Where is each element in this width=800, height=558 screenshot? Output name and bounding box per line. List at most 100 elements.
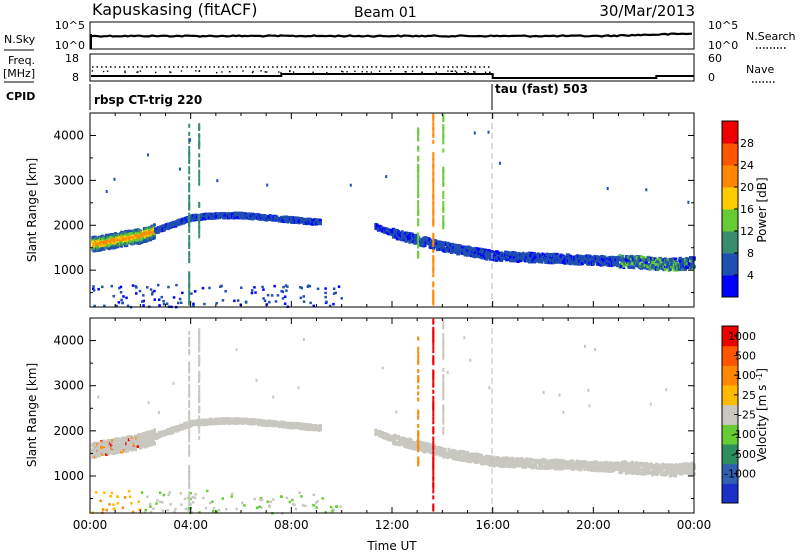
streak-cell: [432, 188, 434, 192]
near-range-echo: [268, 301, 271, 304]
cpid-segment-1: rbsp CT-trig 220: [94, 93, 202, 107]
nave-dot: [278, 71, 279, 72]
streak-cell: [442, 175, 444, 179]
streak-cell: [417, 184, 419, 188]
near-range-echo: [179, 298, 182, 301]
streak-cell: [198, 214, 200, 218]
near-range-echo: [332, 303, 335, 306]
streak-cell: [442, 149, 444, 153]
freq-left-label-1: Freq.: [8, 54, 35, 67]
colorbar-tick-label: 16: [740, 203, 754, 216]
nave-dot: [405, 71, 406, 72]
sparse-echo: [266, 184, 268, 187]
nave-dot: [473, 71, 474, 72]
nave-dot: [379, 71, 380, 72]
y-tick-label: 2000: [53, 218, 84, 232]
near-range-echo: [192, 303, 195, 306]
streak-cell: [188, 195, 190, 199]
streak-cell: [432, 281, 434, 285]
near-range-echo: [220, 285, 223, 288]
nave-dot: [221, 71, 222, 72]
near-range-echo: [135, 292, 138, 295]
echo-cell: [548, 253, 551, 256]
sparse-echo: [385, 175, 387, 178]
echo-cell: [647, 258, 650, 261]
noise-panel: N.Sky 10^5 10^0 10^5 10^0 N.Search: [4, 19, 796, 52]
streak-cell: [432, 207, 434, 211]
nave-dot: [456, 72, 457, 73]
colorbar-segment: [722, 209, 738, 232]
near-range-echo: [151, 291, 154, 294]
near-range-echo: [175, 284, 178, 287]
near-range-echo: [142, 294, 145, 297]
streak-cell: [432, 132, 434, 136]
nave-dot: [464, 71, 465, 72]
echo-cell: [669, 268, 672, 271]
near-range-echo: [154, 298, 157, 301]
freq-left-label-2: [MHz]: [3, 67, 35, 80]
nave-dot: [216, 72, 217, 73]
power-ylabel: Slant Range [km]: [25, 158, 39, 262]
streak-cell: [417, 222, 419, 226]
streak-cell: [198, 234, 200, 238]
noise-left-label: N.Sky: [4, 33, 36, 46]
streak-cell: [198, 170, 200, 174]
nave-dot: [199, 71, 200, 72]
nave-dot: [489, 72, 490, 73]
near-range-echo: [237, 299, 240, 302]
streak-cell: [198, 230, 200, 234]
near-range-echo: [173, 296, 176, 299]
near-range-echo: [251, 292, 254, 295]
nave-dots: [92, 70, 491, 73]
streak-cell: [188, 213, 190, 217]
frequency-panel: Freq. [MHz] 18 8 60 0 Nave: [3, 52, 776, 84]
near-range-echo: [202, 287, 205, 290]
streak-cell: [417, 243, 419, 247]
streak-cell: [417, 146, 419, 150]
streak-cell: [188, 251, 190, 255]
near-range-echo: [146, 286, 149, 289]
sparse-echo: [179, 168, 181, 171]
near-range-echo: [167, 286, 170, 289]
streak-cell: [417, 188, 419, 192]
y-tick-label: 1000: [53, 263, 84, 277]
streak-cell: [417, 218, 419, 222]
near-range-echo: [254, 291, 256, 294]
nave-dot: [252, 71, 253, 72]
streak-cell: [198, 174, 200, 178]
streak-cell: [188, 235, 190, 239]
near-range-echo: [203, 303, 206, 306]
nave-dot: [451, 71, 452, 72]
streak-cell: [188, 146, 190, 150]
sparse-echo: [645, 188, 647, 191]
near-range-echo: [121, 302, 124, 305]
echo-cell: [134, 448, 137, 451]
colorbar-segment: [722, 187, 738, 210]
near-range-echo: [233, 300, 236, 303]
streak-cell: [188, 158, 190, 162]
streak-cell: [432, 273, 434, 277]
nave-dot: [412, 71, 413, 72]
colorbar-segment: [722, 143, 738, 166]
nave-dot: [92, 70, 93, 71]
colorbar-segment: [722, 121, 738, 144]
near-range-echo: [303, 295, 306, 298]
streak-cell: [432, 255, 434, 259]
nave-dot: [124, 72, 125, 73]
nave-dot: [265, 71, 266, 72]
streak-cell: [432, 193, 434, 197]
streak-cell: [417, 156, 419, 160]
sparse-echo: [499, 162, 501, 165]
streak-cell: [188, 281, 190, 285]
cpid-label: CPID: [6, 90, 35, 103]
colorbar-tick-label: 24: [740, 159, 754, 172]
near-range-echo: [273, 285, 276, 288]
streak-cell: [442, 201, 444, 205]
streak-cell: [432, 233, 434, 237]
nave-dot: [346, 71, 347, 72]
nave-dot: [280, 72, 281, 73]
colorbar-tick-label: 20: [740, 181, 754, 194]
colorbar-tick-label: 28: [740, 137, 754, 150]
streak-cell: [442, 132, 444, 136]
colorbar-tick-label: 4: [747, 269, 754, 282]
